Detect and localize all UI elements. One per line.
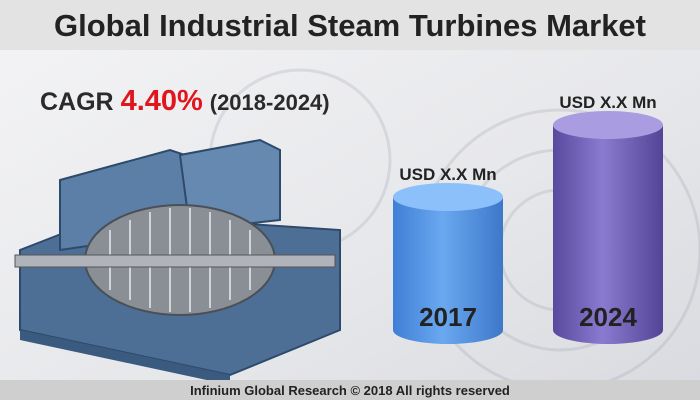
cylinder-body: [393, 197, 503, 344]
title: Global Industrial Steam Turbines Market: [54, 8, 646, 43]
cylinder-caption: USD X.X Mn: [559, 93, 656, 112]
cylinder-2024: USD X.X Mn 2024: [553, 93, 663, 344]
cagr-line: CAGR 4.40% (2018-2024): [40, 85, 330, 117]
title-bar: [0, 0, 700, 50]
cagr-label: CAGR: [40, 88, 114, 116]
cagr-period: (2018-2024): [210, 90, 330, 115]
footer-bar: [0, 380, 700, 400]
cylinder-body: [553, 125, 663, 344]
footer-text: Infinium Global Research © 2018 All righ…: [190, 383, 510, 398]
cylinder-year: 2017: [419, 302, 477, 332]
cylinder-top: [553, 111, 663, 139]
cagr-value: 4.40%: [121, 85, 203, 117]
cylinder-2017: USD X.X Mn 2017: [393, 165, 503, 344]
cylinder-year: 2024: [579, 302, 637, 332]
cylinder-caption: USD X.X Mn: [399, 165, 496, 184]
turbine-illustration: [14, 138, 341, 385]
cylinder-top: [393, 183, 503, 211]
